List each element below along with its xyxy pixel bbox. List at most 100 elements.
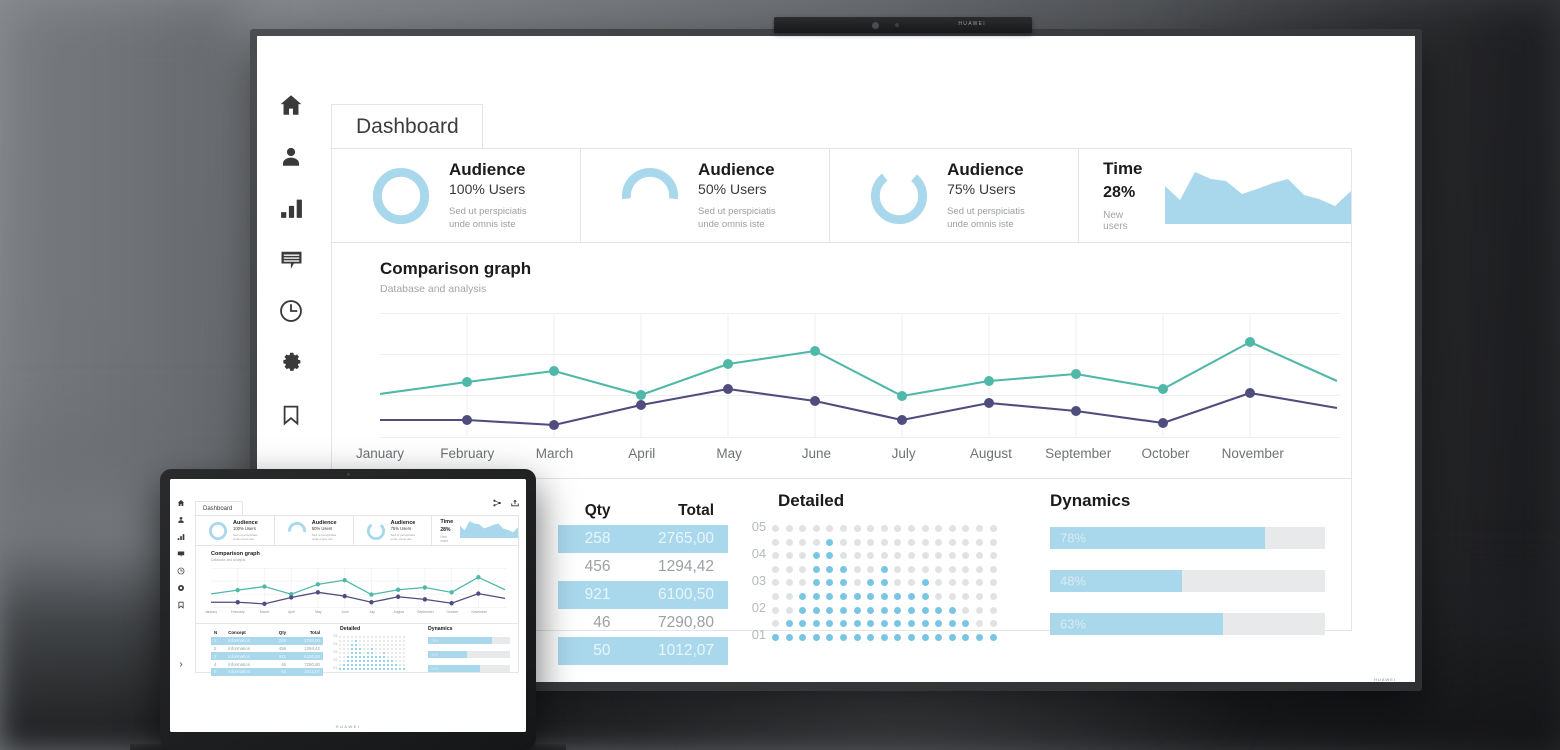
- dynamics-bar-label: 63%: [1060, 616, 1087, 632]
- sidebar-item-home[interactable]: [177, 499, 185, 507]
- kpi-title: Audience: [947, 159, 1024, 179]
- sidebar-item-analytics[interactable]: [177, 533, 185, 541]
- line-chart: [210, 568, 506, 608]
- table-col-header: Total: [678, 502, 714, 519]
- detailed-dot: [399, 664, 401, 666]
- sidebar-item-settings[interactable]: [177, 584, 185, 592]
- sidebar-item-settings[interactable]: [278, 350, 304, 376]
- detailed-dot: [367, 644, 369, 646]
- dynamics-bar[interactable]: 48%: [428, 651, 510, 658]
- dynamics-bar[interactable]: 78%: [428, 637, 510, 644]
- detailed-dot: [853, 606, 861, 614]
- detailed-dot: [359, 660, 361, 662]
- kpi-title: Audience: [233, 519, 258, 526]
- donut-chart-75: [366, 521, 386, 541]
- comparison-subtitle: Database and analysis: [211, 558, 246, 562]
- sidebar-item-history[interactable]: [278, 298, 304, 324]
- upload-button[interactable]: [510, 495, 520, 513]
- sidebar-item-messages[interactable]: [279, 247, 304, 272]
- detailed-dot: [403, 644, 405, 646]
- kpi-card-audience-100[interactable]: Audience 100% Users Sed ut perspiciatis …: [196, 516, 275, 545]
- kpi-desc-line1: Sed ut perspiciatis: [698, 205, 776, 217]
- sidebar-item-analytics[interactable]: [279, 196, 304, 221]
- detailed-dot-grid: [339, 636, 405, 670]
- detailed-dot: [343, 636, 345, 638]
- kpi-card-audience-75[interactable]: Audience 75% Users Sed ut perspiciatis u…: [830, 149, 1080, 242]
- kpi-desc-line1: Sed ut perspiciatis: [233, 532, 258, 537]
- table-cell-total: 7290,80: [657, 614, 714, 631]
- kpi-text-50: Audience 50% Users Sed ut perspiciatis u…: [312, 520, 337, 541]
- sidebar-item-history[interactable]: [177, 567, 185, 575]
- dynamics-bar[interactable]: 48%: [1050, 570, 1325, 592]
- detailed-dot: [867, 579, 875, 587]
- table-cell-qty: 456: [278, 645, 287, 651]
- share-icon: [493, 499, 501, 507]
- tab-dashboard[interactable]: Dashboard: [331, 104, 483, 148]
- dynamics-bar[interactable]: 78%: [1050, 527, 1325, 549]
- share-button[interactable]: [492, 495, 502, 513]
- tab-dashboard[interactable]: Dashboard: [195, 501, 243, 515]
- detailed-dot: [962, 538, 970, 546]
- kpi-card-audience-50[interactable]: Audience 50% Users Sed ut perspiciatis u…: [581, 149, 831, 242]
- sidebar-item-home[interactable]: [278, 92, 304, 118]
- detailed-dot: [839, 552, 847, 560]
- laptop-brand-label: HUAWEI: [335, 724, 361, 729]
- detailed-dot: [359, 648, 361, 650]
- table-cell-n: 1: [211, 636, 226, 645]
- sidebar-item-messages[interactable]: [177, 550, 185, 558]
- detailed-dot: [343, 664, 345, 666]
- detailed-dot: [867, 525, 875, 532]
- kpi-card-time[interactable]: Time 28% New users: [432, 516, 519, 545]
- kpi-card-audience-100[interactable]: Audience 100% Users Sed ut perspiciatis …: [332, 149, 582, 242]
- detailed-dot: [935, 579, 943, 587]
- detailed-dot: [935, 565, 943, 573]
- detailed-dot-grid: [772, 525, 997, 641]
- kpi-card-audience-50[interactable]: Audience 50% Users Sed ut perspiciatis u…: [275, 516, 354, 545]
- detailed-dot: [339, 648, 341, 650]
- detailed-dot: [359, 636, 361, 638]
- sidebar-item-users[interactable]: [279, 144, 303, 170]
- detailed-dot: [387, 668, 389, 670]
- sidebar-item-bookmarks[interactable]: [177, 601, 185, 609]
- table-cell-concept: Information: [225, 667, 269, 676]
- donut-icon-75: [366, 521, 385, 540]
- detailed-row-label: 05: [751, 518, 767, 534]
- table-cell-n: 2: [214, 645, 217, 651]
- detailed-dot: [387, 660, 389, 662]
- comparison-plot: [210, 568, 506, 608]
- kpi-card-time[interactable]: Time 28% New users: [1079, 149, 1351, 242]
- chart-x-label: August: [393, 610, 404, 614]
- detailed-dot: [399, 668, 401, 670]
- comparison-graph-section: Comparison graph Database and analysis: [332, 243, 1351, 479]
- detailed-row-label: 01: [751, 627, 767, 643]
- sidebar-expander[interactable]: ›: [179, 659, 183, 670]
- detailed-dot: [379, 648, 381, 650]
- sidebar-item-bookmarks[interactable]: [279, 402, 303, 428]
- sidebar-item-users[interactable]: [177, 516, 185, 524]
- detailed-dot: [948, 565, 956, 573]
- chart-x-label: April: [288, 610, 295, 614]
- kpi-subtitle: 100% Users: [233, 525, 256, 531]
- dynamics-bar[interactable]: 63%: [1050, 613, 1325, 635]
- detailed-dot: [853, 552, 861, 560]
- detailed-dot: [399, 636, 401, 638]
- chart-x-label: October: [1141, 446, 1190, 461]
- donut-chart-50: [619, 165, 681, 227]
- dynamics-bar[interactable]: 63%: [428, 665, 510, 672]
- detailed-dot: [339, 656, 341, 658]
- kpi-card-audience-75[interactable]: Audience 75% Users Sed ut perspiciatis u…: [354, 516, 433, 545]
- detailed-dot: [347, 668, 349, 670]
- detailed-dot: [921, 538, 929, 546]
